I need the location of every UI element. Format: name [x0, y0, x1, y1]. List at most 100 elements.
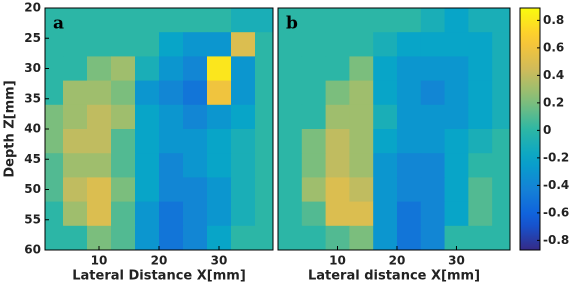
- heatmap-cell: [135, 201, 160, 227]
- x-tick-label: 20: [151, 254, 168, 268]
- heatmap-cell: [444, 32, 469, 57]
- heatmap-cell: [63, 32, 88, 57]
- heatmap-cell: [45, 177, 64, 203]
- heatmap-cell: [373, 56, 398, 82]
- heatmap-cell: [87, 104, 112, 130]
- heatmap-cell: [278, 177, 303, 203]
- heatmap-cell: [492, 8, 510, 33]
- heatmap-cell: [396, 8, 422, 33]
- heatmap-cell: [349, 153, 374, 178]
- heatmap-cell: [207, 177, 232, 203]
- heatmap-cell: [45, 129, 64, 154]
- heatmap-cell: [159, 177, 184, 203]
- heatmap-cell: [373, 104, 398, 130]
- heatmap-cell: [301, 32, 327, 57]
- heatmap-cell: [444, 201, 469, 227]
- heatmap-cell: [87, 80, 112, 106]
- heatmap-cell: [207, 153, 232, 178]
- heatmap-cell: [159, 153, 184, 178]
- heatmap-cell: [325, 80, 350, 106]
- heatmap-cell: [492, 80, 510, 106]
- heatmap-cell: [468, 80, 493, 106]
- heatmap-cell: [45, 80, 64, 106]
- heatmap-cell: [444, 8, 469, 33]
- heatmap-cell: [278, 225, 303, 250]
- heatmap-cell: [159, 8, 184, 33]
- heatmap-cell: [45, 32, 64, 57]
- heatmap-cell: [135, 104, 160, 130]
- heatmap-cell: [444, 129, 469, 154]
- heatmap-cell: [159, 56, 184, 82]
- heatmap-cell: [349, 129, 374, 154]
- colorbar-tick-label: 0.2: [543, 95, 564, 109]
- heatmap-cell: [444, 56, 469, 82]
- heatmap-cell: [278, 56, 303, 82]
- heatmap-cell: [278, 129, 303, 154]
- colorbar: [519, 7, 541, 251]
- heatmap-cell: [231, 153, 256, 178]
- heatmap-cell: [396, 153, 422, 178]
- heatmap-cell: [255, 153, 273, 178]
- heatmap-cell: [111, 80, 136, 106]
- heatmap-cell: [111, 129, 136, 154]
- heatmap-cell: [111, 104, 136, 130]
- heatmap-cell: [183, 8, 208, 33]
- heatmap-cell: [207, 104, 232, 130]
- heatmap-cell: [325, 104, 350, 130]
- heatmap-cell: [207, 80, 232, 106]
- heatmap-cell: [207, 225, 232, 250]
- heatmap-cell: [183, 177, 208, 203]
- heatmap-cell: [255, 56, 273, 82]
- heatmap-cell: [301, 104, 327, 130]
- heatmap-cell: [231, 56, 256, 82]
- heatmap-cell: [255, 104, 273, 130]
- heatmap-cell: [87, 201, 112, 227]
- heatmap-cell: [349, 32, 374, 57]
- heatmap-cell: [111, 225, 136, 250]
- heatmap-cell: [183, 129, 208, 154]
- heatmap-cell: [111, 56, 136, 82]
- x-tick-label: 20: [389, 254, 406, 268]
- heatmap-cell: [231, 129, 256, 154]
- heatmap-cell: [420, 201, 446, 227]
- heatmap-cell: [301, 129, 327, 154]
- heatmap-cell: [183, 56, 208, 82]
- heatmap-cell: [159, 32, 184, 57]
- heatmap-cell: [135, 32, 160, 57]
- colorbar-tick-label: -0.8: [543, 233, 569, 247]
- heatmap-cell: [278, 104, 303, 130]
- heatmap-cell: [492, 56, 510, 82]
- heatmap-cell: [373, 153, 398, 178]
- heatmap-cell: [63, 129, 88, 154]
- heatmap-cell: [63, 177, 88, 203]
- heatmap-cell: [301, 56, 327, 82]
- heatmap-cell: [63, 104, 88, 130]
- x-tick-label: 10: [91, 254, 108, 268]
- heatmap-cell: [45, 201, 64, 227]
- heatmap-cell: [183, 201, 208, 227]
- heatmap-cell: [231, 225, 256, 250]
- heatmap-cell: [420, 153, 446, 178]
- heatmap-cell: [63, 153, 88, 178]
- heatmap-cell: [468, 225, 493, 250]
- heatmap-cell: [349, 56, 374, 82]
- heatmap-cell: [231, 80, 256, 106]
- heatmap-cell: [255, 129, 273, 154]
- heatmap-cell: [63, 225, 88, 250]
- heatmap-cell: [349, 225, 374, 250]
- x-axis-label: Lateral distance X[mm]: [308, 269, 480, 284]
- colorbar-tick-label: -0.2: [543, 150, 569, 164]
- colorbar-tick-label: 0.8: [543, 13, 564, 27]
- heatmap-cell: [207, 32, 232, 57]
- heatmap-cell: [373, 225, 398, 250]
- heatmap-cell: [492, 129, 510, 154]
- y-tick-label: 30: [24, 61, 41, 75]
- heatmap-cell: [278, 153, 303, 178]
- y-tick-label: 55: [24, 212, 41, 226]
- heatmap-cell: [492, 153, 510, 178]
- heatmap-cell: [255, 80, 273, 106]
- y-tick-label: 40: [24, 122, 41, 136]
- heatmap-cell: [63, 80, 88, 106]
- heatmap-cell: [231, 201, 256, 227]
- heatmap-cell: [420, 129, 446, 154]
